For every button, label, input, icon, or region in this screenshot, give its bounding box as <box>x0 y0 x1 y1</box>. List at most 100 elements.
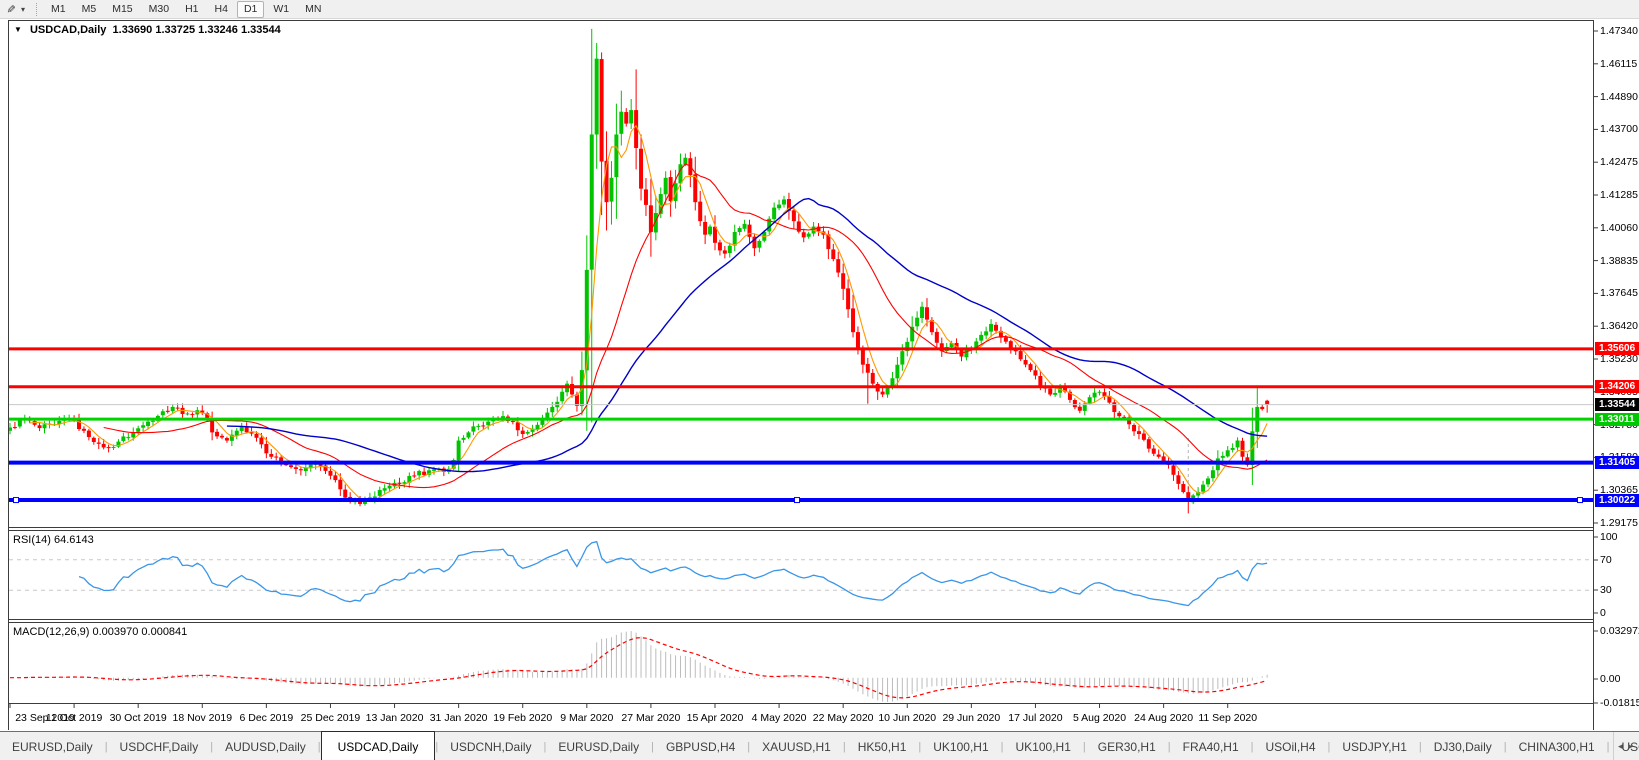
price-badge-resistance: 1.35606 <box>1595 342 1639 356</box>
chart-cursor-icon[interactable]: ✎ <box>4 4 17 14</box>
price-axis-label: 1.29175 <box>1600 517 1638 529</box>
date-axis-label: 9 Mar 2020 <box>560 712 614 724</box>
price-axis-label: 1.40060 <box>1600 221 1638 234</box>
rsi-scale-label: 0 <box>1600 607 1606 619</box>
chart-tab-xauusd-h1[interactable]: XAUUSD,H1 <box>762 739 831 754</box>
chart-tabbar: EURUSD,Daily | USDCHF,Daily | AUDUSD,Daily | U… <box>0 731 1639 760</box>
date-axis-label: 31 Jan 2020 <box>429 712 488 724</box>
price-axis-label: 1.44890 <box>1600 90 1638 103</box>
chart-tab-usoil-h1[interactable]: USOil,H1 <box>1621 739 1639 754</box>
date-axis-label: 24 Aug 2020 <box>1134 712 1194 724</box>
price-badge-support: 1.30022 <box>1595 493 1639 507</box>
rsi-scale-label: 30 <box>1600 584 1612 596</box>
date-axis-label: 29 Jun 2020 <box>942 712 1001 724</box>
price-axis-label: 1.41285 <box>1600 189 1638 201</box>
date-axis-label: 11 Sep 2020 <box>1198 712 1258 724</box>
collapse-triangle-icon[interactable]: ▼ <box>14 25 22 34</box>
macd-label: MACD(12,26,9) 0.003970 0.000841 <box>13 626 188 638</box>
chart-tab-usdchf-daily[interactable]: USDCHF,Daily <box>119 739 199 754</box>
tab-separator: | <box>842 740 846 753</box>
tab-scroll-left-icon[interactable]: ◂ <box>1617 741 1623 751</box>
timeframe-button-m5[interactable]: M5 <box>81 2 97 15</box>
price-axis-label: 1.46115 <box>1600 57 1638 70</box>
date-axis-label: 15 Apr 2020 <box>686 712 744 724</box>
price-axis-label: 1.38835 <box>1600 254 1638 267</box>
toolbar-separator <box>36 2 38 16</box>
price-axis-label: 1.37645 <box>1600 287 1638 300</box>
rsi-label: RSI(14) 64.6143 <box>13 534 94 546</box>
chart-tab-gbpusd-h4[interactable]: GBPUSD,H4 <box>665 739 736 754</box>
tab-separator: | <box>104 740 108 753</box>
price-axis-label: 1.36420 <box>1600 320 1638 333</box>
date-axis-label: 6 Dec 2019 <box>239 712 294 724</box>
price-pane-bottom-border <box>8 527 1594 528</box>
date-axis-label: 27 Mar 2020 <box>621 712 681 724</box>
tab-separator: | <box>317 740 321 753</box>
rsi-pane-bottom-border <box>8 619 1594 620</box>
chart-tab-usdcnh-daily[interactable]: USDCNH,Daily <box>450 739 532 754</box>
chart-tab-hk50-h1[interactable]: HK50,H1 <box>857 739 907 754</box>
timeframe-button-h4[interactable]: H4 <box>214 2 228 15</box>
chart-tab-china300-h1[interactable]: CHINA300,H1 <box>1518 739 1595 754</box>
price-badge-resistance: 1.34206 <box>1595 380 1639 394</box>
date-axis-label: 19 Feb 2020 <box>493 712 553 724</box>
rsi-scale-label: 70 <box>1600 554 1612 566</box>
chart-tab-usdjpy-h1[interactable]: USDJPY,H1 <box>1342 739 1407 754</box>
date-axis-label: 25 Dec 2019 <box>300 712 361 724</box>
chart-tab-dj30-daily[interactable]: DJ30,Daily <box>1433 739 1492 754</box>
tab-separator: | <box>1250 740 1254 753</box>
tab-separator: | <box>1503 740 1507 753</box>
chart-tab-uk100-h1[interactable]: UK100,H1 <box>1015 739 1071 754</box>
tab-scroll-controls: ◂ ▸ <box>1612 732 1637 760</box>
timeframe-button-mn[interactable]: MN <box>305 2 322 15</box>
date-axis-label: 22 May 2020 <box>812 712 874 724</box>
tab-scroll-right-icon[interactable]: ▸ <box>1628 741 1633 751</box>
price-axis-label: 1.42475 <box>1600 156 1638 169</box>
rsi-pane[interactable] <box>8 530 1594 620</box>
date-axis-label: 10 Jun 2020 <box>878 712 937 724</box>
chart-tab-usdcad-daily[interactable]: USDCAD,Daily <box>320 731 436 760</box>
tab-separator: | <box>1418 740 1422 753</box>
tab-separator: | <box>1327 740 1331 753</box>
tab-separator: | <box>1082 740 1086 753</box>
chart-tab-eurusd-daily[interactable]: EURUSD,Daily <box>12 739 93 754</box>
frame-right <box>1593 20 1594 730</box>
macd-pane-bottom-border <box>8 703 1594 704</box>
chart-tab-eurusd-daily[interactable]: EURUSD,Daily <box>558 739 640 754</box>
price-axis-label: 1.35230 <box>1600 353 1638 365</box>
macd-pane[interactable] <box>8 622 1594 704</box>
frame-left <box>8 20 9 730</box>
tab-separator: | <box>1000 740 1004 753</box>
chart-tab-usoil-h4[interactable]: USOil,H4 <box>1265 739 1316 754</box>
chart-title: ▼ USDCAD,Daily 1.33690 1.33725 1.33246 1… <box>14 24 281 36</box>
tab-separator: | <box>435 740 439 753</box>
chart-tab-audusd-daily[interactable]: AUDUSD,Daily <box>225 739 306 754</box>
tab-separator: | <box>747 740 751 753</box>
chart-ohlc-values: 1.33690 1.33725 1.33246 1.33544 <box>112 24 281 36</box>
price-badge-support: 1.33011 <box>1595 412 1639 426</box>
timeframe-toolbar: ✎ ▾ M1 M5 M15 M30 H1 H4 D1 W1 MN <box>0 0 1639 19</box>
timeframe-button-m15[interactable]: M15 <box>112 2 133 15</box>
timeframe-button-m1[interactable]: M1 <box>51 2 66 15</box>
chart-tab-uk100-h1[interactable]: UK100,H1 <box>933 739 989 754</box>
timeframe-button-m30[interactable]: M30 <box>148 2 170 15</box>
frame-top <box>8 20 1594 21</box>
date-axis-label: 5 Aug 2020 <box>1072 712 1127 724</box>
price-pane[interactable] <box>8 20 1594 528</box>
date-axis-label: 4 May 2020 <box>751 712 807 724</box>
timeframe-button-h1[interactable]: H1 <box>185 2 199 15</box>
dropdown-caret-icon[interactable]: ▾ <box>21 4 26 14</box>
tab-separator: | <box>1606 740 1610 753</box>
timeframe-button-w1[interactable]: W1 <box>273 2 290 15</box>
timeframe-button-d1[interactable]: D1 <box>236 0 265 18</box>
date-axis-label: 18 Nov 2019 <box>172 712 233 724</box>
price-axis-label: 1.43700 <box>1600 123 1638 136</box>
chart-tab-ger30-h1[interactable]: GER30,H1 <box>1097 739 1156 754</box>
macd-scale-label: 0.00 <box>1600 673 1621 685</box>
price-axis-label: 1.47340 <box>1600 25 1638 37</box>
tab-separator: | <box>651 740 654 753</box>
tab-separator: | <box>918 740 922 753</box>
macd-pane-top-border <box>8 622 1594 623</box>
chart-tab-fra40-h1[interactable]: FRA40,H1 <box>1182 739 1239 754</box>
